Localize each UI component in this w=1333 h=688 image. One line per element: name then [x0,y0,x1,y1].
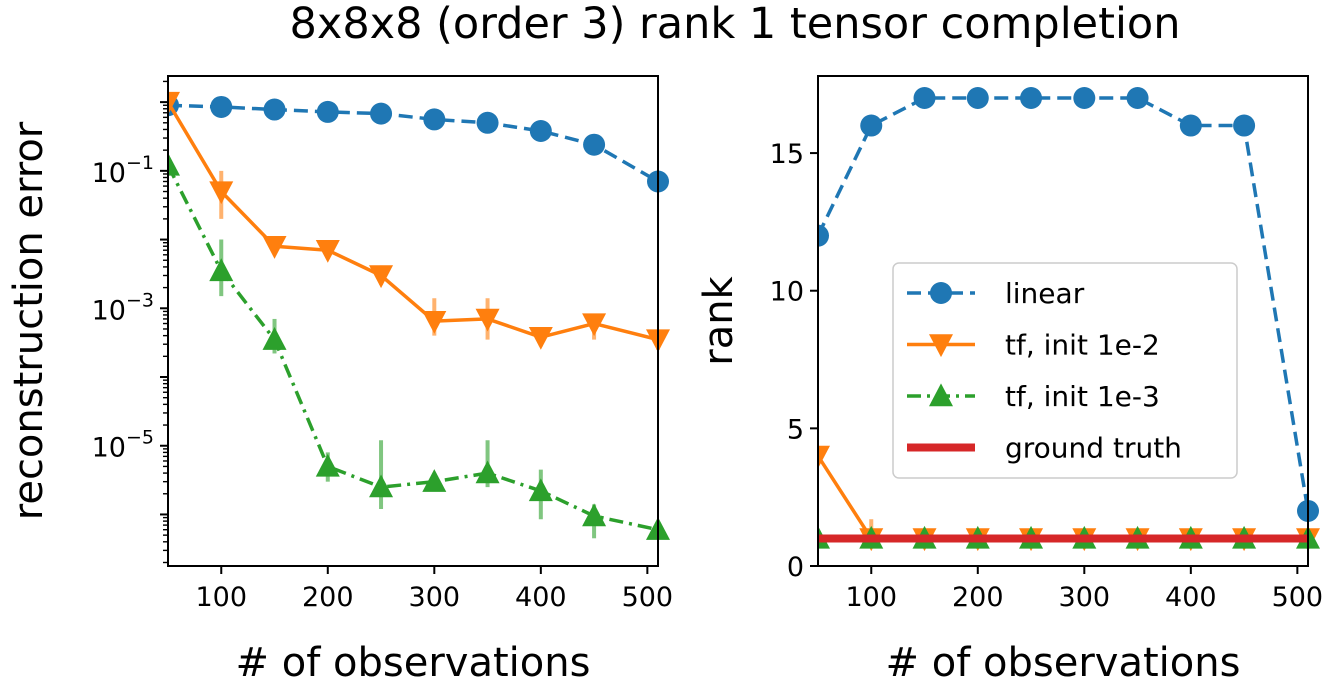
x-tick-label: 500 [622,582,674,613]
y-tick-label: 0 [787,552,804,583]
data-point [370,102,393,125]
legend-box [892,262,1238,479]
y-tick-exponent: −3 [126,289,154,311]
y-tick-label: 10−5 [92,427,154,464]
x-tick-label: 100 [195,582,247,613]
data-point [475,308,500,332]
data-point [582,503,607,527]
data-point [475,460,500,484]
axes-frame [817,75,1309,567]
x-axis-label: # of observations [236,640,591,686]
series-tf-init-1e-3 [168,152,670,540]
y-tick-label: 15 [770,139,804,170]
x-tick-label: 300 [1059,582,1111,613]
data-point [262,236,287,259]
data-point [315,240,340,263]
x-tick-label: 300 [409,582,461,613]
data-point [818,445,830,469]
series-linear [818,87,1319,522]
data-point [369,265,394,289]
series-tf-init-1e-2 [168,91,670,353]
series-line [168,101,659,342]
axes-frame [167,75,659,567]
legend-label: tf, init 1e-2 [1005,329,1160,362]
y-tick-base: 10 [92,158,126,189]
data-point [369,474,394,498]
figure-title: 8x8x8 (order 3) rank 1 tensor completion [290,0,1181,49]
data-point [966,87,989,110]
data-point [168,152,180,176]
legend-marker [929,383,953,407]
data-point [583,133,606,156]
data-point [209,258,234,282]
data-point [476,111,499,134]
data-point [1179,114,1202,137]
series-line [168,103,659,184]
data-point [423,108,446,131]
y-tick-label: 10−3 [92,289,154,326]
y-axis-label: rank [696,275,742,365]
series-linear [168,94,669,193]
data-point [582,313,607,337]
data-point [528,326,553,350]
data-point [209,181,234,205]
data-point [422,469,447,492]
y-tick-exponent: −1 [126,152,154,174]
x-tick-label: 500 [1272,582,1324,613]
data-point [168,91,180,115]
data-point [1020,87,1043,110]
data-point [262,327,287,350]
data-point [263,98,286,121]
x-tick-label: 400 [1165,582,1217,613]
data-point [913,87,936,110]
x-axis-label: # of observations [886,640,1241,686]
series-line [818,96,1310,512]
data-point [1073,87,1096,110]
data-point [818,224,829,247]
x-tick-label: 400 [515,582,567,613]
y-tick-label: 10−1 [92,152,154,189]
data-point [528,478,553,502]
legend-entry: linear [907,277,1085,310]
y-tick-base: 10 [92,295,126,326]
legend-label: ground truth [1005,432,1182,465]
legend-label: tf, init 1e-3 [1005,380,1160,413]
rank-panel: 100 200 300 400 500 0 5 10 15 # of observations ra… [696,75,1324,686]
legend: linear tf, init 1e-2 tf, init 1e-3 ground t… [892,262,1238,479]
data-point [1126,87,1149,110]
y-tick-label: 5 [787,414,804,445]
y-axis-label: reconstruction error [6,121,52,520]
y-tick-base: 10 [92,433,126,464]
y-tick-label: 10 [770,277,804,308]
data-point [210,95,233,118]
data-point [316,100,339,123]
series-line [168,164,659,532]
x-tick-label: 200 [952,582,1004,613]
legend-entry: tf, init 1e-3 [907,380,1160,413]
data-point [529,119,552,142]
data-point [860,114,883,137]
data-point [1233,114,1256,137]
legend-entry: ground truth [907,432,1182,465]
plot-area [818,87,1320,552]
data-point [315,453,340,477]
x-tick-label: 200 [302,582,354,613]
plot-area [168,91,670,540]
legend-marker [930,282,952,304]
x-tick-label: 100 [845,582,897,613]
data-point [422,310,447,334]
y-tick-exponent: −5 [126,427,154,449]
legend-entry: tf, init 1e-2 [907,329,1160,362]
legend-label: linear [1005,277,1085,310]
legend-marker [929,334,953,358]
